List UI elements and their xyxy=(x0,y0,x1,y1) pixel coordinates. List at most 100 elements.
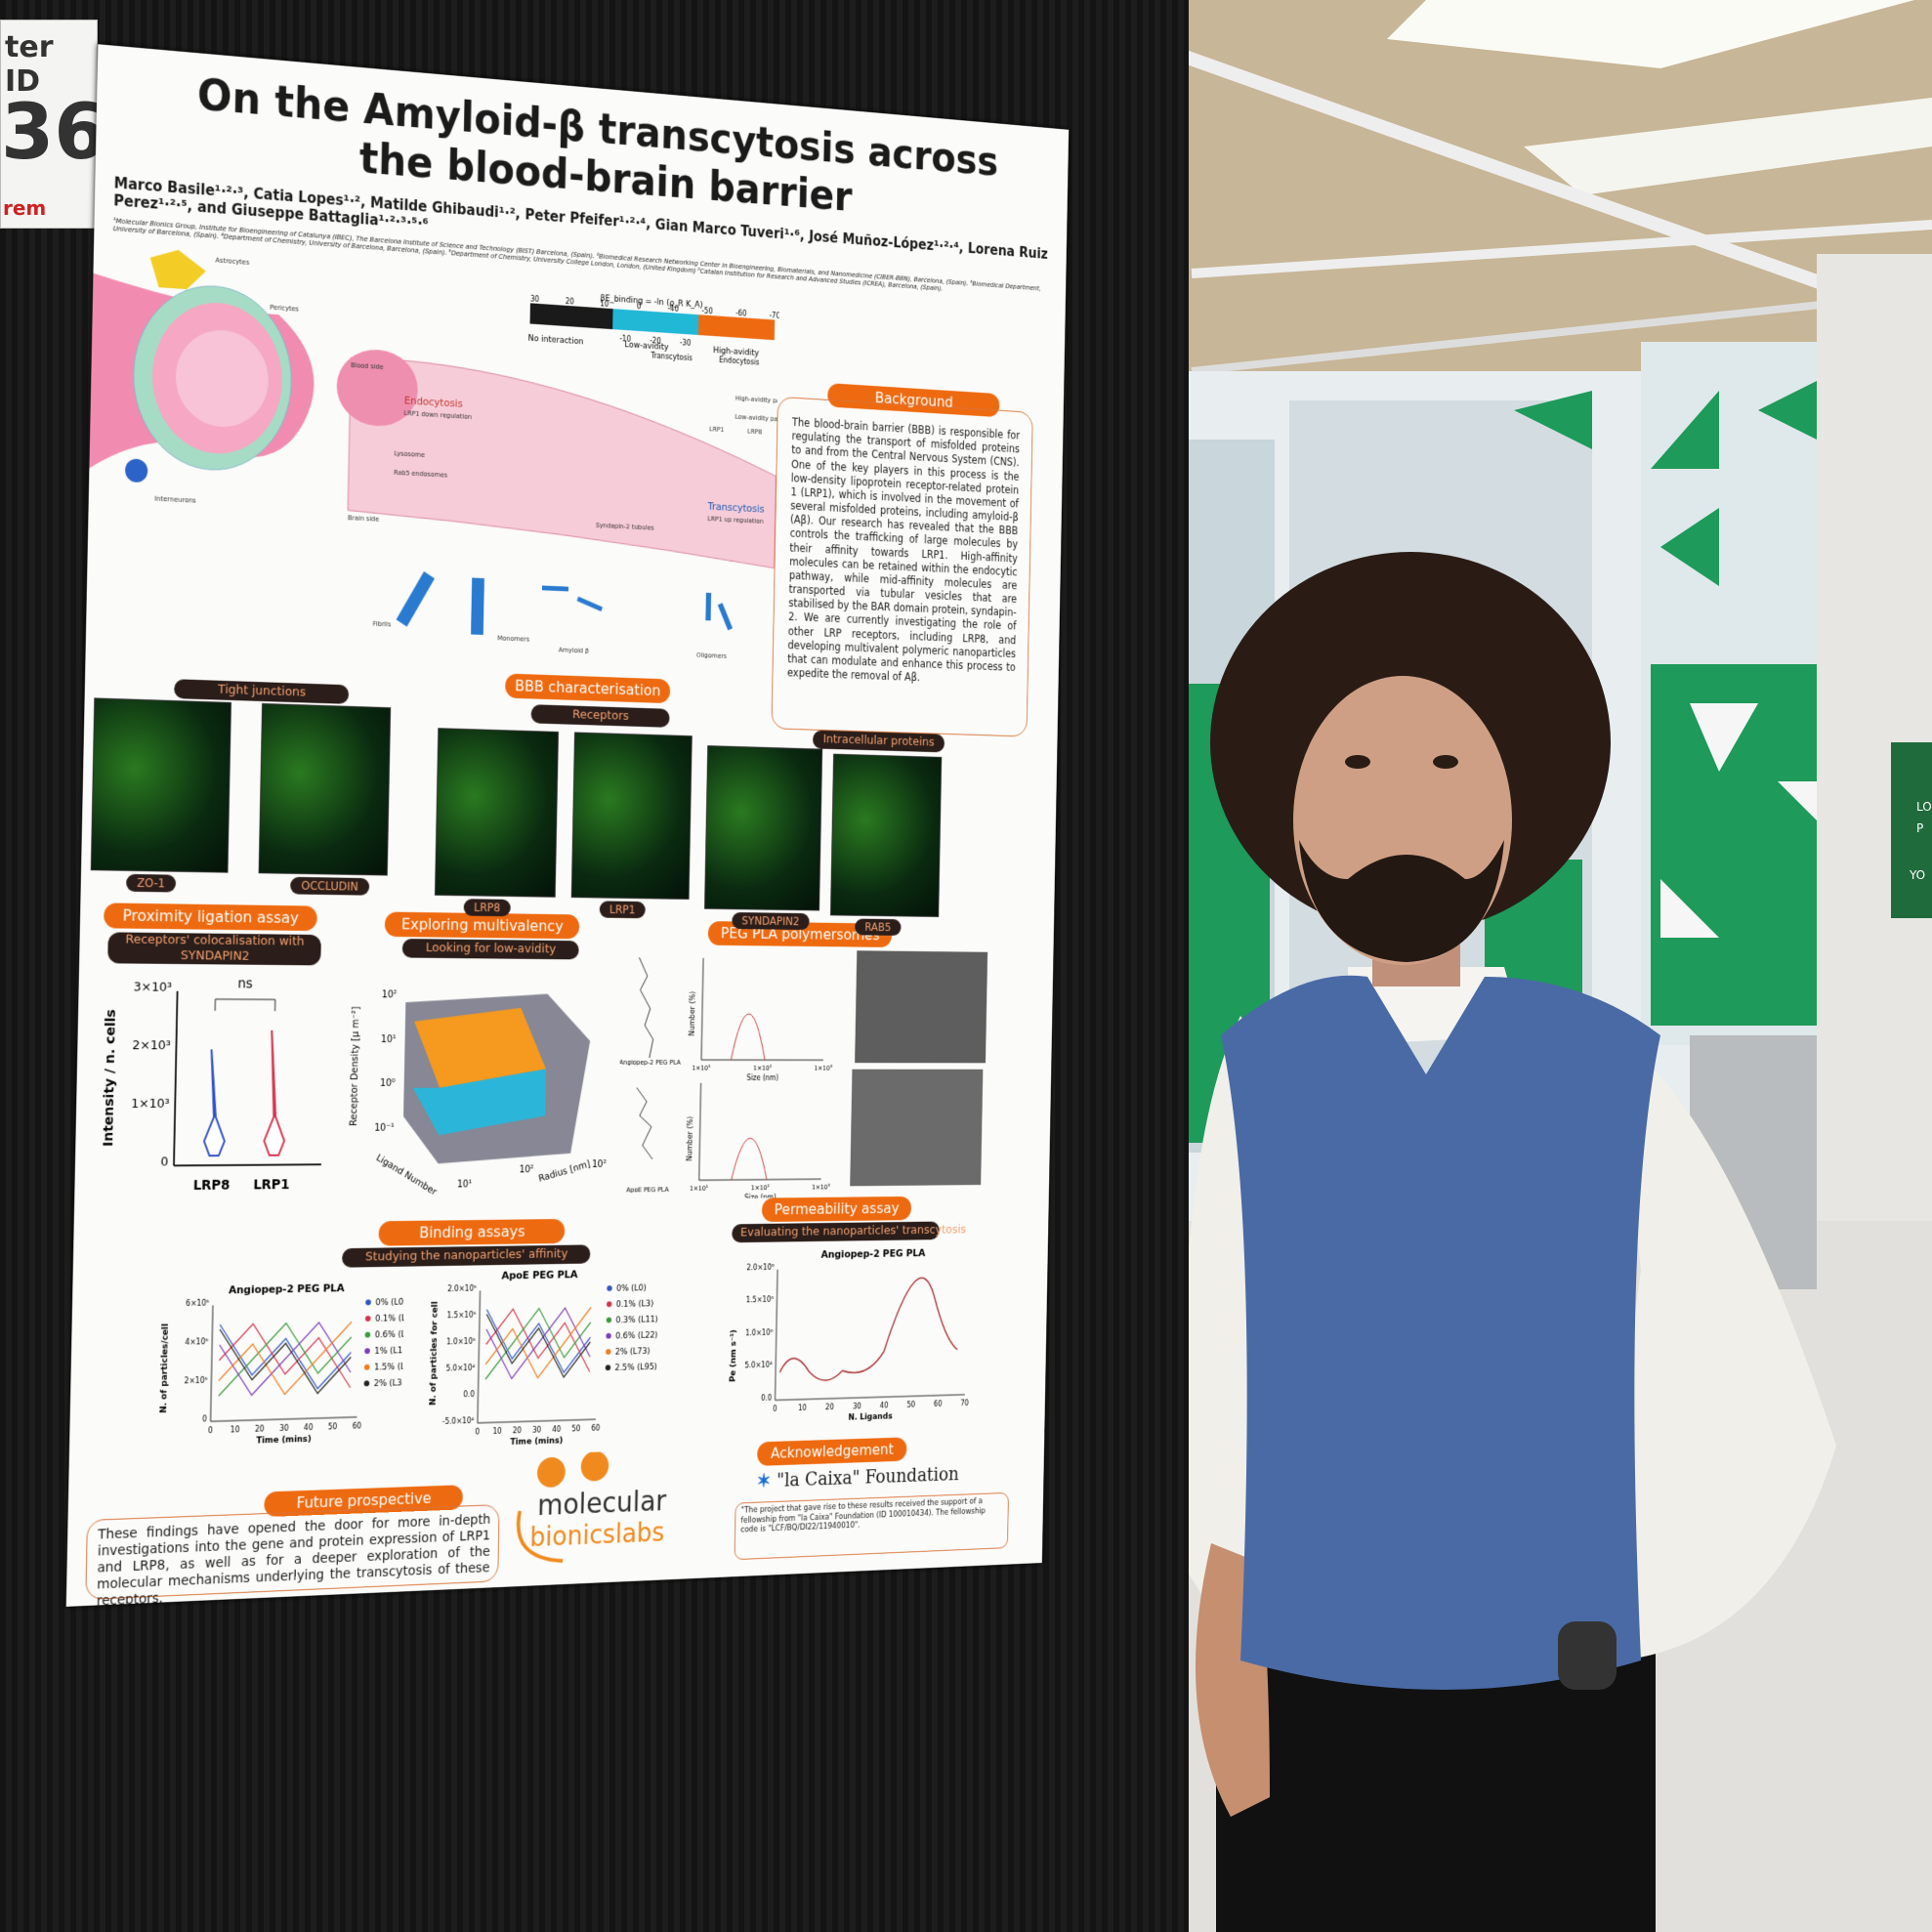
label: Time (mins) xyxy=(256,1435,312,1447)
label: 2×10³ xyxy=(132,1038,171,1053)
section-pill: Binding assays xyxy=(378,1218,566,1246)
label: 6×10⁵ xyxy=(186,1299,209,1309)
eye xyxy=(1345,755,1370,769)
pla-chart: 0 1×10³ 2×10³ 3×10³ Intensity / n. cells ns LR… xyxy=(101,976,344,1194)
polygon xyxy=(1690,703,1758,772)
axis xyxy=(776,1266,968,1400)
label: 0% (L0) xyxy=(616,1283,647,1293)
axis xyxy=(701,958,825,1060)
person xyxy=(1180,552,1836,1932)
label: 3×10³ xyxy=(134,980,172,994)
label: -10 xyxy=(619,334,631,343)
series-line xyxy=(219,1326,352,1396)
label: 20 xyxy=(566,297,574,306)
label: 60 xyxy=(934,1400,943,1408)
label: 20 xyxy=(513,1426,522,1435)
subsection-pill: Evaluating the nanoparticles' transcytos… xyxy=(732,1221,966,1243)
curve xyxy=(732,1138,768,1180)
label: 2×10⁵ xyxy=(185,1376,208,1386)
label: 10² xyxy=(519,1164,533,1175)
section-pill: Acknowledgement xyxy=(757,1437,907,1466)
sleeve xyxy=(1602,1035,1836,1660)
id-brand: rem xyxy=(3,196,47,220)
label: 1×10¹ xyxy=(692,1065,711,1072)
label: 1.0×10⁶ xyxy=(745,1328,773,1337)
label: Angiopep-2 PEG PLA xyxy=(229,1281,345,1296)
axis xyxy=(699,1083,823,1181)
vest xyxy=(1221,975,1660,1690)
label: 10 xyxy=(231,1425,240,1434)
label: -20 xyxy=(650,336,661,345)
label: Lysosome xyxy=(394,449,425,459)
label: -50 xyxy=(701,307,713,315)
image-label: ZO-1 xyxy=(125,873,177,893)
subsection-pill: Receptors' colocalisation with SYNDAPIN2 xyxy=(107,932,321,966)
logo-dot xyxy=(536,1456,566,1489)
label: Fibrils xyxy=(373,620,392,629)
label: 0 xyxy=(160,1155,168,1169)
label: 0.6% (L16) xyxy=(375,1329,405,1340)
logo-text: molecular xyxy=(537,1485,667,1522)
label: 10¹ xyxy=(381,1034,397,1045)
ceiling-light xyxy=(1524,98,1932,195)
label: 0.6% (L22) xyxy=(615,1331,657,1342)
tem-image xyxy=(850,1069,984,1187)
label: Transcytosis xyxy=(707,500,765,515)
diagram: βE_binding = -ln (ρ_R K_A) 30 20 10 0 -40 -50 -… xyxy=(89,247,780,660)
label: 2.0×10⁵ xyxy=(447,1284,477,1293)
label: 0.1% (L2) xyxy=(375,1314,404,1324)
label: 30 xyxy=(530,295,539,304)
label: 10⁻¹ xyxy=(374,1123,394,1134)
label: 10² xyxy=(382,989,398,1000)
label: LRP8 xyxy=(747,428,762,437)
legend-marker xyxy=(364,1348,370,1355)
legend-marker xyxy=(364,1331,371,1338)
label: Blood side xyxy=(351,361,384,371)
label: 10¹ xyxy=(457,1179,472,1190)
label: 40 xyxy=(304,1423,314,1432)
label: 0% (L0) xyxy=(375,1298,404,1309)
label: 5.0×10⁴ xyxy=(446,1364,476,1373)
multivalency-plot: 10⁻¹ 10⁰ 10¹ 10² Receptor Density [µ m⁻²] Lig… xyxy=(349,989,607,1197)
label: 0.1% (L3) xyxy=(616,1299,653,1309)
micrograph xyxy=(258,702,392,876)
label: N. of particles/cell xyxy=(159,1323,171,1413)
poster-id-card: ter ID 36 rem xyxy=(0,20,107,229)
sponsor: ✶ "la Caixa" Foundation xyxy=(757,1462,959,1491)
label: 0.0 xyxy=(761,1394,772,1403)
label: High-avidity particles xyxy=(735,395,779,406)
label: Astrocytes xyxy=(215,256,249,266)
label: Ligand Number xyxy=(374,1153,439,1197)
label: Angiopep-2 PEG PLA xyxy=(619,1059,681,1067)
label: 2.0×10⁶ xyxy=(746,1263,774,1272)
image-label: RAB5 xyxy=(855,918,902,936)
scale-band xyxy=(612,309,699,335)
label: Pe (nm s⁻¹) xyxy=(729,1329,738,1382)
permeability-chart: Angiopep-2 PEG PLA 0.0 5.0×10⁴ 1.0×10⁶ 1.5×1… xyxy=(729,1247,999,1423)
label: -30 xyxy=(680,338,692,347)
rect xyxy=(542,585,569,592)
series-line xyxy=(485,1307,591,1374)
label: Number (%) xyxy=(686,1116,694,1161)
eye xyxy=(1433,755,1458,769)
lumen xyxy=(174,327,270,430)
label: 40 xyxy=(552,1425,561,1434)
label: 0 xyxy=(773,1405,777,1413)
label: -40 xyxy=(667,304,679,313)
label: Interneurons xyxy=(154,495,196,505)
legend-marker xyxy=(607,1285,612,1291)
micrograph xyxy=(434,728,559,898)
label: ApoE PEG PLA xyxy=(501,1268,578,1281)
label: 1.5×10⁵ xyxy=(447,1311,477,1320)
label: 20 xyxy=(255,1424,265,1433)
label: 0 xyxy=(202,1414,207,1423)
label: 20 xyxy=(825,1403,834,1411)
rect xyxy=(717,603,734,631)
micrograph xyxy=(90,697,231,873)
label: LRP1 xyxy=(253,1177,290,1193)
sign-text: LO xyxy=(1916,800,1932,814)
label: Brain side xyxy=(348,514,379,523)
label: Angiopep-2 PEG PLA xyxy=(820,1247,926,1261)
amyloid xyxy=(396,571,734,635)
label: Transcytosis xyxy=(650,352,693,362)
